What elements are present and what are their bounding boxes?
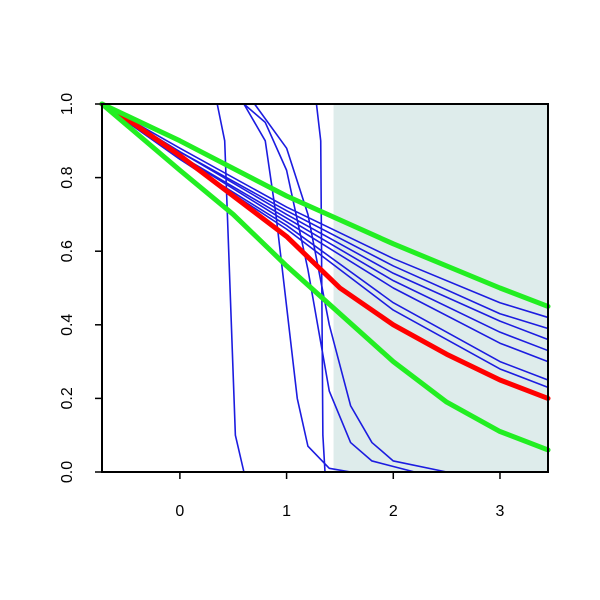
x-tick-label: 0	[175, 503, 184, 520]
line	[101, 103, 549, 319]
line	[101, 103, 549, 473]
line	[101, 103, 549, 473]
line	[101, 103, 549, 389]
plot-frame	[101, 103, 549, 473]
x-tick-label: 3	[496, 503, 505, 520]
line	[99, 101, 551, 309]
y-tick-label: 0.2	[59, 387, 76, 409]
line	[99, 101, 551, 401]
line	[101, 103, 549, 473]
y-tick-label: 0.4	[59, 314, 76, 336]
x-tick-label: 2	[389, 503, 398, 520]
line	[99, 101, 551, 453]
y-tick-label: 1.0	[59, 93, 76, 115]
x-tick-label: 1	[282, 503, 291, 520]
y-tick-label: 0.0	[59, 461, 76, 483]
y-tick-label: 0.6	[59, 240, 76, 262]
y-tick-label: 0.8	[59, 166, 76, 188]
